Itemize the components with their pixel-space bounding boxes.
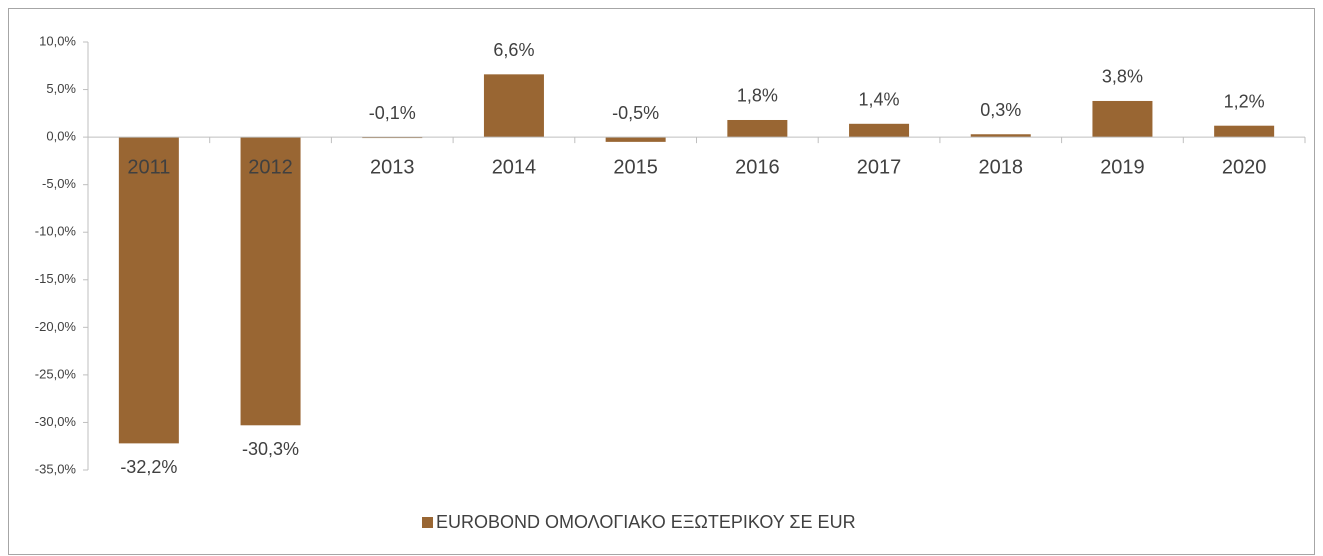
y-tick-label: -30,0% xyxy=(35,414,77,429)
value-label: 1,4% xyxy=(859,90,900,110)
y-tick-label: -35,0% xyxy=(35,461,77,476)
bar xyxy=(240,137,301,426)
chart-border xyxy=(8,8,1315,555)
bar xyxy=(970,134,1031,138)
y-tick-label: 0,0% xyxy=(46,129,76,144)
x-tick-label: 2017 xyxy=(857,156,902,178)
bar xyxy=(1214,125,1275,138)
legend-swatch xyxy=(422,517,433,528)
y-tick-label: -5,0% xyxy=(42,176,76,191)
x-tick-label: 2012 xyxy=(248,156,293,178)
value-label: 6,6% xyxy=(493,40,534,60)
x-tick-label: 2016 xyxy=(735,156,780,178)
value-label: -0,1% xyxy=(369,103,416,123)
bar xyxy=(605,137,666,142)
x-tick-label: 2019 xyxy=(1100,156,1145,178)
x-tick-label: 2015 xyxy=(613,156,658,178)
y-tick-label: -15,0% xyxy=(35,271,77,286)
bar xyxy=(1092,100,1153,138)
x-tick-label: 2011 xyxy=(127,156,170,178)
x-tick-label: 2013 xyxy=(370,156,415,178)
value-label: 0,3% xyxy=(980,100,1021,120)
value-label: -32,2% xyxy=(120,457,177,477)
value-label: -0,5% xyxy=(612,103,659,123)
x-tick-label: 2020 xyxy=(1222,156,1267,178)
value-label: -30,3% xyxy=(242,439,299,459)
value-label: 1,8% xyxy=(737,86,778,106)
bar xyxy=(727,119,788,138)
value-label: 1,2% xyxy=(1224,91,1265,111)
legend-label: EUROBOND ΟΜΟΛΟΓΙΑΚΟ ΕΞΩΤΕΡΙΚΟΥ ΣΕ EUR xyxy=(436,512,856,532)
y-tick-label: -20,0% xyxy=(35,319,77,334)
bar xyxy=(849,123,910,138)
bar xyxy=(483,74,544,138)
bar xyxy=(118,137,179,444)
value-label: 3,8% xyxy=(1102,67,1143,87)
y-tick-label: -10,0% xyxy=(35,224,77,239)
y-tick-label: 10,0% xyxy=(39,33,76,48)
y-tick-label: 5,0% xyxy=(46,81,76,96)
y-tick-label: -25,0% xyxy=(35,366,77,381)
x-tick-label: 2018 xyxy=(979,156,1024,178)
x-tick-label: 2014 xyxy=(492,156,537,178)
